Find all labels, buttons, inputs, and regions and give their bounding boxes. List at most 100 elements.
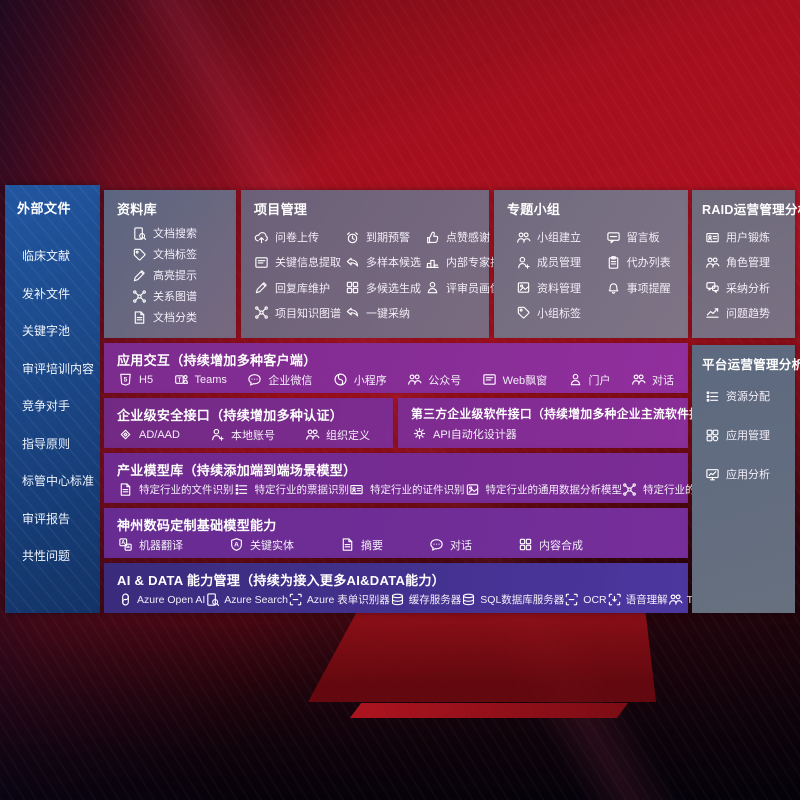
- feature-openai[interactable]: Azure Open AI: [118, 592, 205, 607]
- sidebar-item[interactable]: 审评培训内容: [22, 361, 95, 376]
- feature-multi-sample[interactable]: 多样本候选: [345, 254, 421, 270]
- row-title: 企业级安全接口（持续增加多种认证）: [117, 408, 344, 423]
- feature-chat[interactable]: 对话: [429, 537, 472, 553]
- feature-adopt-analysis[interactable]: 采纳分析: [705, 280, 795, 296]
- feature-group-tag[interactable]: 小组标签: [516, 305, 602, 321]
- feature-api-designer[interactable]: API自动化设计器: [412, 426, 517, 442]
- ticket-recognize-icon: [234, 482, 249, 497]
- feature-web-popup[interactable]: Web飘窗: [482, 372, 547, 388]
- feature-doc-search[interactable]: 文档搜索: [132, 225, 236, 241]
- feature-official-account[interactable]: 公众号: [407, 372, 461, 388]
- feature-label: 机器翻译: [139, 539, 183, 552]
- panel-title: 项目管理: [254, 202, 308, 217]
- feature-user-card[interactable]: 用户锻炼: [705, 229, 795, 245]
- feature-label: 高亮提示: [153, 270, 197, 282]
- feature-message-board[interactable]: 留言板: [606, 229, 682, 245]
- resource-list-icon: [705, 389, 720, 404]
- feature-reminder-bell[interactable]: 事项提醒: [606, 280, 682, 296]
- feature-multi-generate[interactable]: 多候选生成: [345, 280, 421, 296]
- feature-data-analysis-model[interactable]: 特定行业的通用数据分析模型: [465, 482, 622, 497]
- feature-app-analysis[interactable]: 应用分析: [705, 466, 795, 482]
- sidebar-item[interactable]: 指导原则: [22, 436, 71, 451]
- feature-todo-list[interactable]: 代办列表: [606, 254, 682, 270]
- speech-understand-icon: [607, 592, 622, 607]
- feature-key-entity[interactable]: A 关键实体: [229, 537, 294, 553]
- feature-label: 应用分析: [726, 469, 770, 481]
- feature-azure-search[interactable]: Azure Search: [205, 592, 288, 607]
- feature-label: 应用管理: [726, 430, 770, 442]
- feature-cache-server[interactable]: 缓存服务器: [390, 592, 461, 607]
- feature-portal[interactable]: 门户: [568, 372, 611, 388]
- sidebar-item[interactable]: 关键字池: [22, 324, 71, 338]
- sidebar-item[interactable]: 发补文件: [22, 286, 71, 301]
- feature-summary[interactable]: 摘要: [340, 537, 383, 553]
- feature-speech-understand[interactable]: 语音理解: [607, 592, 668, 607]
- feature-ad-aad[interactable]: AD/AAD: [118, 427, 180, 442]
- feature-ticket-recognize[interactable]: 特定行业的票据识别: [234, 482, 349, 497]
- feature-relation-graph[interactable]: 关系图谱: [132, 288, 236, 304]
- feature-group-create[interactable]: 小组建立: [516, 229, 602, 245]
- panel-title: RAID运营管理分析: [702, 203, 800, 217]
- data-library-panel: 资料库 文档搜索 文档标签 高亮提示 关系图谱 文档分类: [104, 190, 236, 338]
- feature-cloud-upload[interactable]: 问卷上传: [254, 229, 341, 245]
- feature-translate[interactable]: A 机器翻译: [118, 537, 183, 553]
- row-title: 神州数码定制基础模型能力: [117, 518, 277, 533]
- feature-label: AD/AAD: [139, 428, 180, 441]
- feature-reply-maintain[interactable]: 回复库维护: [254, 280, 341, 296]
- raid-list: 用户锻炼角色管理采纳分析问题趋势: [692, 218, 795, 338]
- feature-alarm[interactable]: 到期预警: [345, 229, 421, 245]
- feature-label: 问题趋势: [726, 307, 770, 320]
- cache-server-icon: [390, 592, 405, 607]
- feature-role-manage[interactable]: 角色管理: [705, 254, 795, 270]
- project-graph-icon: [254, 305, 269, 320]
- multi-generate-icon: [345, 280, 360, 295]
- feature-material-manage[interactable]: 资料管理: [516, 280, 602, 296]
- feature-wechat-work[interactable]: 企业微信: [247, 372, 312, 388]
- feature-doc-tag[interactable]: 文档标签: [132, 246, 236, 262]
- feature-dialog[interactable]: 对话: [631, 372, 674, 388]
- feature-local-account[interactable]: 本地账号: [210, 427, 275, 443]
- feature-miniprogram[interactable]: 小程序: [333, 372, 387, 388]
- sidebar-item[interactable]: 竞争对手: [22, 399, 71, 413]
- feature-teams[interactable]: T Teams: [174, 372, 227, 387]
- feature-file-recognize[interactable]: 特定行业的文件识别: [118, 482, 234, 497]
- sidebar-item[interactable]: 临床文献: [22, 249, 71, 263]
- feature-sql-database[interactable]: SQL数据库服务器: [461, 592, 564, 607]
- h5-icon: 5: [118, 372, 133, 387]
- sidebar-item[interactable]: 共性问题: [22, 549, 71, 563]
- feature-form-recognizer[interactable]: Azure 表单识别器: [288, 592, 390, 607]
- cert-recognize-icon: [349, 482, 364, 497]
- api-designer-icon: [412, 426, 427, 441]
- feature-resource-list[interactable]: 资源分配: [705, 388, 795, 404]
- feature-issue-trend[interactable]: 问题趋势: [705, 305, 795, 321]
- external-files-panel: 外部文件 临床文献 发补文件 关键字池 审评培训内容 竞争对手 指导原则 标管中心标准 审评报…: [5, 185, 100, 613]
- feature-content-compose[interactable]: 内容合成: [518, 537, 583, 553]
- doc-tag-icon: [132, 247, 147, 262]
- security-interface-row: 企业级安全接口（持续增加多种认证） AD/AAD 本地账号 组织定义: [104, 398, 393, 448]
- feature-reviewer-portrait[interactable]: 评审员画像: [425, 280, 512, 296]
- feature-label: 用户锻炼: [726, 232, 770, 245]
- feature-label: 一键采纳: [366, 307, 410, 320]
- relation-graph-icon: [132, 289, 147, 304]
- topic-group-panel: 专题小组 小组建立 留言板 成员管理 代办列表 资料管理 事项提醒 小组标签: [494, 190, 688, 338]
- feature-one-key-adopt[interactable]: 一键采纳: [345, 305, 421, 321]
- row-title: AI & DATA 能力管理（持续为接入更多AI&DATA能力）: [117, 573, 446, 588]
- feature-org-define[interactable]: 组织定义: [305, 427, 370, 443]
- feature-h5[interactable]: 5 H5: [118, 372, 153, 387]
- feature-highlight[interactable]: 高亮提示: [132, 267, 236, 283]
- feature-label: 特定行业的证件识别: [370, 484, 465, 496]
- feature-project-graph[interactable]: 项目知识图谱: [254, 305, 341, 321]
- sidebar-item[interactable]: 标管中心标准: [22, 474, 95, 488]
- feature-label: API自动化设计器: [433, 428, 517, 441]
- feature-ocr[interactable]: OCR: [564, 592, 607, 607]
- tts-icon: [668, 592, 683, 607]
- teams-icon: T: [174, 372, 189, 387]
- sidebar-item[interactable]: 审评报告: [22, 511, 71, 526]
- file-recognize-icon: [118, 482, 133, 497]
- feature-app-manage[interactable]: 应用管理: [705, 427, 795, 443]
- feature-cert-recognize[interactable]: 特定行业的证件识别: [349, 482, 465, 497]
- feature-info-extract[interactable]: 关键信息提取: [254, 254, 341, 270]
- feature-thumbs-up[interactable]: 点赞感谢: [425, 229, 512, 245]
- feature-doc-category[interactable]: 文档分类: [132, 309, 236, 325]
- feature-member-manage[interactable]: 成员管理: [516, 254, 602, 270]
